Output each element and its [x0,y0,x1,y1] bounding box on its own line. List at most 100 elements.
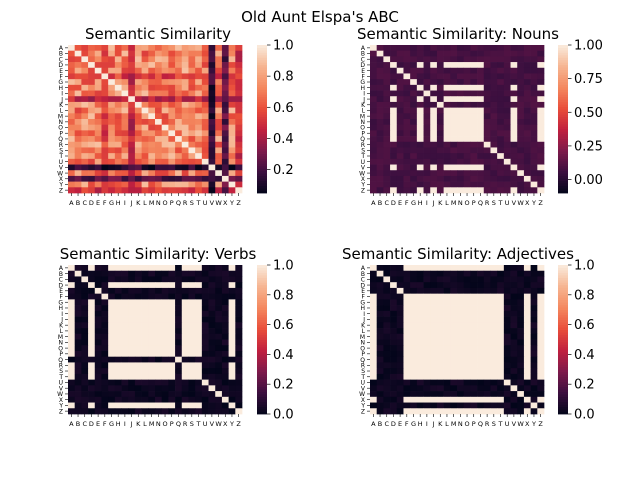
heatmap-cell [443,293,451,300]
heatmap-cell [523,299,531,306]
heatmap-cell [74,136,82,143]
heatmap-cell [121,67,129,74]
heatmap-cell [443,362,451,369]
heatmap-cell [396,270,404,277]
heatmap-cell [370,265,378,272]
heatmap-cell [188,153,196,160]
heatmap-cell [94,101,102,108]
heatmap-cell [228,181,236,188]
y-tick-label: X [59,397,63,404]
heatmap-cell [94,79,102,86]
heatmap-cell [215,265,223,272]
x-tick-label: X [223,199,228,207]
heatmap-cell [410,270,418,277]
heatmap-cell [195,391,203,398]
heatmap-cell [215,270,223,277]
y-tick-label: X [361,176,365,183]
heatmap-cell [537,402,545,409]
colorbar-segment [257,67,267,71]
heatmap-cell [175,356,183,363]
heatmap-cell [517,119,525,126]
colorbar-segment [558,269,568,273]
heatmap-cell [74,293,82,300]
heatmap-cell [155,67,163,74]
heatmap-cell [81,147,89,154]
heatmap-cell [416,164,424,171]
heatmap-cell [523,141,531,148]
heatmap-cell [141,368,149,375]
heatmap-cell [128,345,136,352]
heatmap-cell [390,158,398,165]
heatmap-cell [416,368,424,375]
heatmap-cell [510,56,518,63]
heatmap-cell [128,153,136,160]
heatmap-cell [168,391,176,398]
x-tick-label: E [398,199,402,207]
heatmap-cell [228,164,236,171]
heatmap-cell [517,362,525,369]
heatmap-cell [148,45,156,52]
heatmap-cell [181,270,189,277]
heatmap-cell [181,119,189,126]
heatmap-cell [470,181,478,188]
y-tick-label: W [57,170,63,177]
heatmap-cell [370,339,378,346]
heatmap-cell [510,147,518,154]
heatmap-cell [161,141,169,148]
colorbar-tick-label: 0.2 [273,163,294,178]
heatmap-cell [510,305,518,312]
heatmap-cell [68,181,76,188]
heatmap-cell [114,310,122,317]
heatmap-cell [208,379,216,386]
heatmap-cell [430,79,438,86]
heatmap-cell [390,287,398,294]
heatmap-cell [148,147,156,154]
colorbar-tick-label: 0.4 [273,132,294,147]
heatmap-cell [390,293,398,300]
heatmap-cell [517,276,525,283]
heatmap-cell [101,107,109,114]
heatmap-cell [470,170,478,177]
heatmap-cell [114,379,122,386]
heatmap-cell [155,282,163,289]
x-tick-label: O [464,420,469,428]
heatmap-cell [537,158,545,165]
heatmap-cell [94,56,102,63]
heatmap-cell [503,345,511,352]
heatmap-cell [376,322,384,329]
heatmap-cell [436,345,444,352]
heatmap-cell [457,316,465,323]
heatmap-cell [188,379,196,386]
heatmap-cell [517,153,525,160]
heatmap-cell [68,141,76,148]
heatmap-cell [175,187,183,194]
heatmap-cell [188,90,196,97]
heatmap-cell [457,276,465,283]
heatmap-cell [416,396,424,403]
heatmap-cell [423,293,431,300]
heatmap-cell [477,356,485,363]
heatmap-cell [530,276,538,283]
heatmap-cell [483,310,491,317]
x-tick-label: S [492,420,496,428]
heatmap-cell [121,402,129,409]
heatmap-cell [175,305,183,312]
heatmap-cell [450,282,458,289]
heatmap-cell [483,356,491,363]
heatmap-cell [457,345,465,352]
heatmap-cell [134,339,142,346]
heatmap-cell [74,310,82,317]
heatmap-cell [370,270,378,277]
colorbar-segment [558,178,568,182]
heatmap-cell [201,62,209,69]
heatmap-cell [497,396,505,403]
heatmap-cell [443,276,451,283]
heatmap-cell [403,175,411,182]
heatmap-cell [188,73,196,80]
heatmap-cell [457,373,465,380]
heatmap-cell [430,282,438,289]
heatmap-cell [195,62,203,69]
heatmap-cell [215,316,223,323]
colorbar-segment [257,62,267,66]
colorbar-segment [558,77,568,80]
